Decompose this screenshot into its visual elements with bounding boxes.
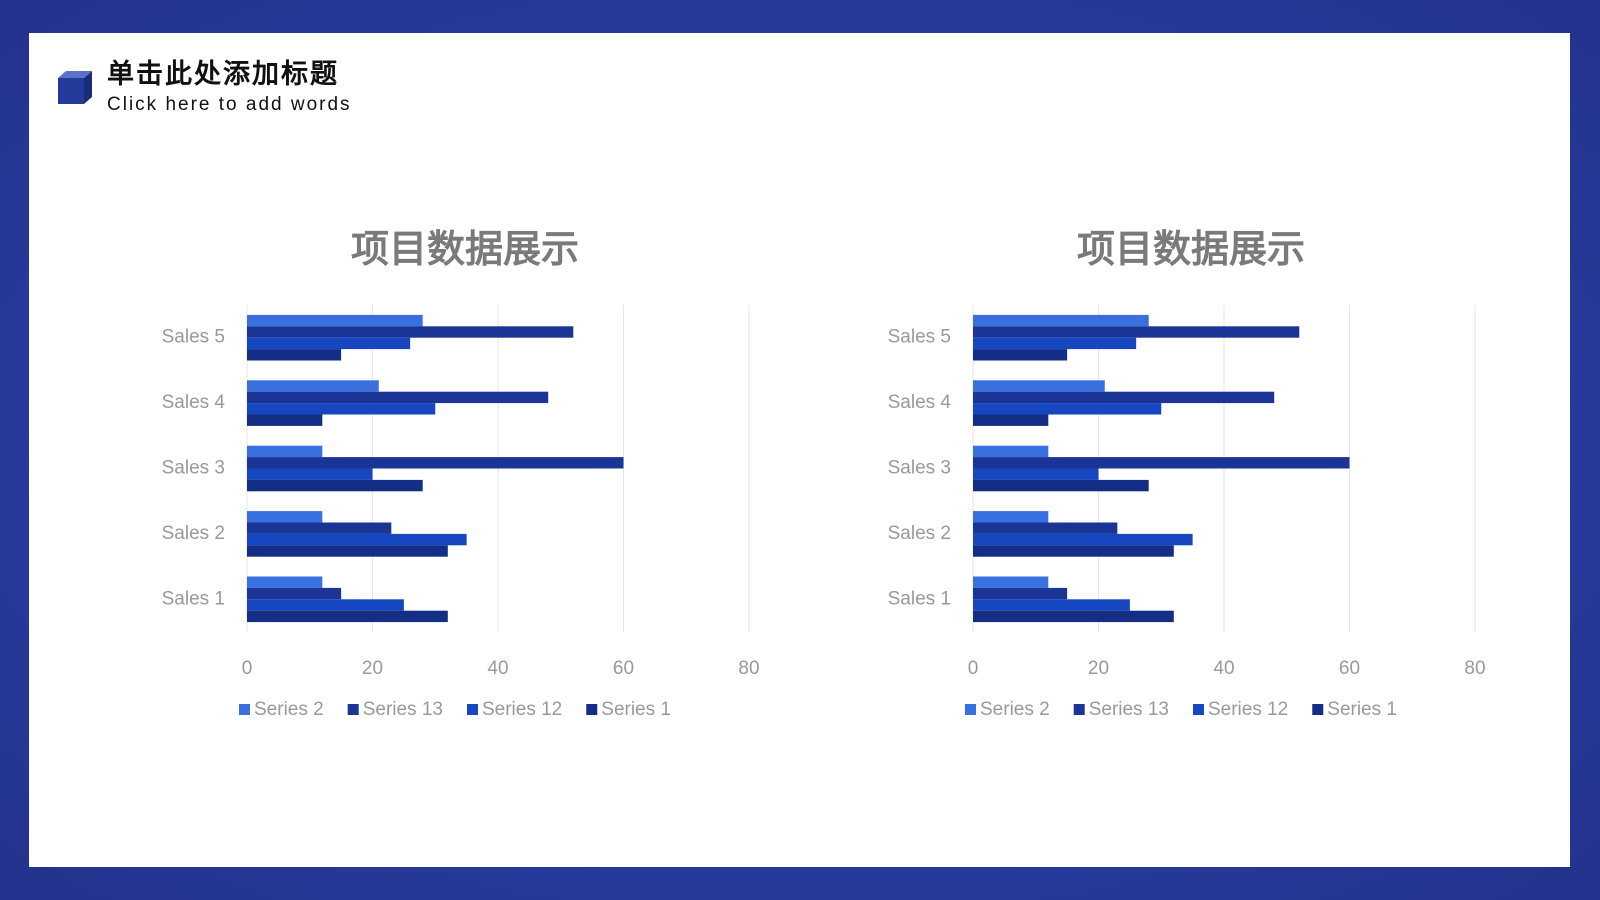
bar bbox=[973, 576, 1049, 588]
legend-label: Series 2 bbox=[254, 699, 324, 720]
legend-swatch bbox=[1073, 704, 1085, 715]
legend-label: Series 1 bbox=[1327, 699, 1397, 720]
bar bbox=[247, 391, 549, 404]
bar bbox=[973, 599, 1130, 611]
y-tick-label: Sales 3 bbox=[162, 458, 225, 479]
bar bbox=[973, 533, 1193, 546]
chart-title: 项目数据展示 bbox=[351, 229, 579, 271]
y-tick-label: Sales 2 bbox=[888, 523, 951, 544]
x-tick-label: 80 bbox=[1464, 658, 1485, 679]
bar bbox=[247, 479, 423, 492]
bar bbox=[247, 337, 411, 350]
legend-swatch bbox=[347, 704, 359, 715]
y-tick-label: Sales 1 bbox=[888, 588, 951, 609]
bar bbox=[247, 610, 448, 623]
bar bbox=[247, 587, 342, 600]
legend-swatch bbox=[1192, 704, 1204, 715]
legend-swatch bbox=[965, 704, 976, 715]
bar bbox=[973, 479, 1149, 492]
bar bbox=[973, 414, 1049, 426]
bar bbox=[973, 468, 1099, 480]
bar bbox=[973, 545, 1174, 557]
legend-swatch bbox=[466, 704, 478, 715]
bar bbox=[247, 314, 423, 327]
bar bbox=[973, 522, 1118, 534]
bar bbox=[973, 337, 1137, 350]
legend-label: Series 1 bbox=[601, 699, 671, 720]
x-tick-label: 40 bbox=[1213, 658, 1234, 679]
y-tick-label: Sales 2 bbox=[162, 523, 225, 544]
header-subtitle: Click here to add words bbox=[107, 94, 352, 115]
bar bbox=[247, 326, 574, 338]
legend-swatch bbox=[239, 704, 250, 715]
bar bbox=[247, 545, 448, 557]
cube-icon bbox=[58, 71, 92, 104]
y-tick-label: Sales 5 bbox=[162, 327, 225, 348]
legend-label: Series 13 bbox=[1089, 699, 1169, 720]
chart-title: 项目数据展示 bbox=[1077, 229, 1305, 271]
legend-label: Series 13 bbox=[363, 699, 443, 720]
legend-swatch bbox=[586, 704, 598, 715]
bar bbox=[973, 349, 1068, 361]
bar bbox=[973, 314, 1149, 327]
bar bbox=[247, 457, 624, 469]
x-tick-label: 20 bbox=[362, 658, 383, 679]
x-tick-label: 0 bbox=[968, 658, 979, 679]
x-tick-label: 40 bbox=[487, 658, 508, 679]
y-tick-label: Sales 4 bbox=[888, 392, 952, 413]
bar bbox=[247, 576, 323, 588]
bar bbox=[247, 403, 436, 415]
bar bbox=[247, 349, 342, 361]
bar bbox=[247, 511, 323, 523]
y-tick-label: Sales 4 bbox=[162, 392, 226, 413]
bar bbox=[247, 522, 392, 534]
bar bbox=[247, 445, 323, 458]
legend-label: Series 12 bbox=[482, 699, 562, 720]
x-tick-label: 80 bbox=[738, 658, 759, 679]
legend-label: Series 2 bbox=[980, 699, 1050, 720]
bar bbox=[247, 414, 323, 426]
bar bbox=[247, 599, 404, 611]
y-tick-label: Sales 3 bbox=[888, 458, 951, 479]
bar bbox=[973, 610, 1174, 623]
bar bbox=[973, 326, 1300, 338]
bar bbox=[973, 391, 1275, 404]
bar bbox=[973, 380, 1105, 392]
x-tick-label: 60 bbox=[1339, 658, 1360, 679]
bar bbox=[247, 468, 373, 480]
x-tick-label: 20 bbox=[1088, 658, 1109, 679]
bar bbox=[247, 380, 379, 392]
bar bbox=[973, 445, 1049, 458]
x-tick-label: 60 bbox=[613, 658, 634, 679]
y-tick-label: Sales 1 bbox=[162, 588, 225, 609]
y-tick-label: Sales 5 bbox=[888, 327, 951, 348]
x-tick-label: 0 bbox=[242, 658, 253, 679]
bar bbox=[973, 403, 1162, 415]
bar bbox=[973, 511, 1049, 523]
legend-label: Series 12 bbox=[1208, 699, 1288, 720]
bar bbox=[973, 457, 1350, 469]
header-title: 单击此处添加标题 bbox=[107, 59, 339, 89]
bar bbox=[247, 533, 467, 546]
legend-swatch bbox=[1312, 704, 1324, 715]
bar bbox=[973, 587, 1068, 600]
